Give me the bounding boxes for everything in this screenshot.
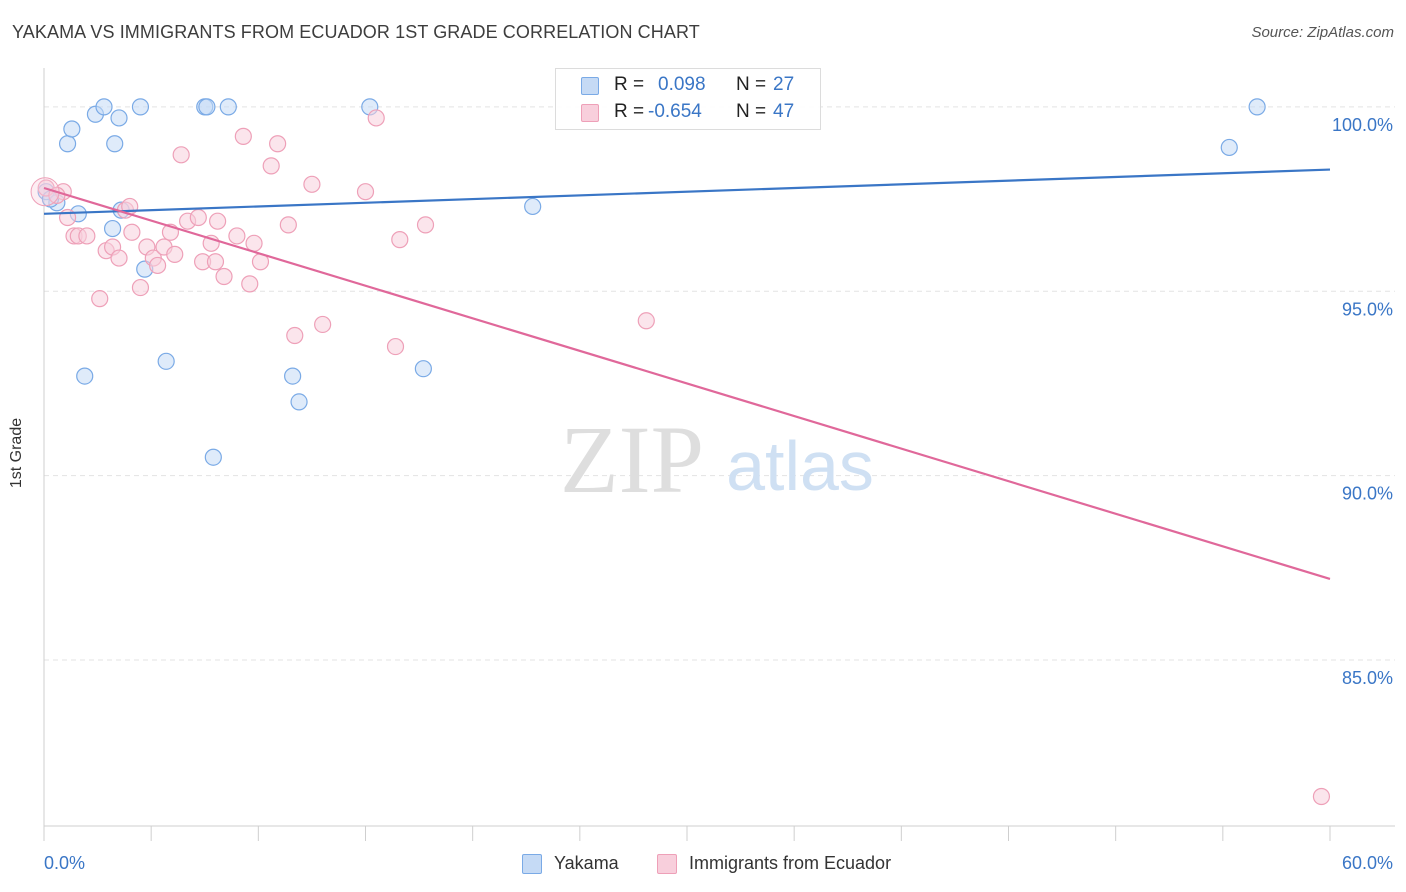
ecuador-point xyxy=(131,278,150,297)
watermark: ZIP atlas xyxy=(560,406,874,513)
legend-swatch-ecuador xyxy=(657,854,677,874)
yakama-point xyxy=(290,393,308,411)
ecuador-point xyxy=(314,315,332,334)
yakama-point xyxy=(110,109,128,127)
ecuador-point xyxy=(234,127,252,145)
y-tick-label: 85.0% xyxy=(1342,668,1393,688)
n-label: N = xyxy=(736,74,767,95)
yakama-point xyxy=(284,367,302,385)
trend-lines xyxy=(43,168,1331,580)
watermark-zip: ZIP xyxy=(560,406,704,513)
stats-row-ecuador: R = -0.654 N = 47 xyxy=(556,101,822,127)
x-tick-label-min: 0.0% xyxy=(44,853,85,873)
yakama-point xyxy=(198,98,216,116)
ecuador-point xyxy=(286,326,304,345)
n-value: 27 xyxy=(773,74,795,95)
ecuador-point xyxy=(91,290,109,308)
y-tick-label: 95.0% xyxy=(1342,299,1393,319)
watermark-atlas: atlas xyxy=(726,427,874,505)
legend: Yakama Immigrants from Ecuador xyxy=(0,852,1406,878)
stats-box: R = 0.098 N = 27 R = -0.654 N = 47 xyxy=(555,68,821,130)
grid-lines xyxy=(44,106,1395,661)
ecuador-point xyxy=(172,146,190,164)
ecuador-point xyxy=(189,208,207,227)
yakama-point xyxy=(95,98,113,116)
yakama-point xyxy=(63,120,81,138)
ecuador-point xyxy=(78,227,96,245)
x-tick-label-max: 60.0% xyxy=(1342,853,1393,873)
ecuador-point xyxy=(637,312,655,330)
yakama-point xyxy=(106,135,124,153)
yakama-point xyxy=(157,352,175,370)
yakama-point xyxy=(76,367,94,385)
ecuador-point xyxy=(245,234,263,252)
ecuador-point xyxy=(386,337,405,356)
yakama-point xyxy=(131,98,150,116)
ecuador-point xyxy=(228,227,246,245)
ecuador-point xyxy=(303,175,321,193)
yakama-point xyxy=(524,197,542,216)
ecuador-point xyxy=(206,253,225,271)
legend-label-ecuador: Immigrants from Ecuador xyxy=(689,853,892,873)
ecuador-swatch xyxy=(581,104,599,122)
yakama-point xyxy=(103,219,122,238)
y-axis-label: 1st Grade xyxy=(8,417,25,489)
stats-row-yakama: R = 0.098 N = 27 xyxy=(556,74,822,100)
r-label: R = xyxy=(614,74,645,95)
yakama-point xyxy=(204,448,222,466)
y-tick-label: 100.0% xyxy=(1332,115,1393,135)
axes xyxy=(43,68,1395,841)
ecuador-point xyxy=(1312,787,1331,806)
ecuador-point xyxy=(123,223,141,241)
legend-label-yakama: Yakama xyxy=(554,853,619,873)
n-value: 47 xyxy=(773,101,795,122)
source-label: Source: ZipAtlas.com xyxy=(1251,24,1394,41)
ecuador-point xyxy=(416,216,435,234)
r-value: -0.654 xyxy=(648,101,702,122)
ecuador-point xyxy=(241,275,259,293)
ecuador-point xyxy=(209,212,227,230)
yakama-point xyxy=(414,360,432,378)
ecuador-trend-line xyxy=(43,186,1331,580)
tick-labels: 85.0% 90.0% 95.0% 100.0% 0.0% 60.0% xyxy=(44,115,1393,873)
chart-title: YAKAMA VS IMMIGRANTS FROM ECUADOR 1ST GR… xyxy=(12,22,700,42)
ecuador-point xyxy=(110,249,128,267)
ecuador-point xyxy=(391,231,409,249)
yakama-point xyxy=(219,98,237,116)
yakama-point xyxy=(1220,138,1238,157)
r-label: R = xyxy=(614,101,645,122)
ecuador-point xyxy=(215,267,233,286)
ecuador-point xyxy=(367,109,385,127)
ecuador-point xyxy=(166,245,184,263)
y-tick-label: 90.0% xyxy=(1342,484,1393,504)
yakama-point xyxy=(1248,98,1266,116)
n-label: N = xyxy=(736,101,767,122)
legend-swatch-yakama xyxy=(522,854,542,874)
ecuador-point xyxy=(262,157,280,175)
yakama-swatch xyxy=(581,77,599,95)
ecuador-point xyxy=(148,256,167,275)
yakama-point xyxy=(58,135,77,153)
yakama-trend-line xyxy=(43,168,1331,215)
r-value: 0.098 xyxy=(658,74,706,95)
ecuador-point xyxy=(279,216,297,234)
ecuador-point xyxy=(269,135,287,153)
ecuador-point xyxy=(356,183,375,201)
